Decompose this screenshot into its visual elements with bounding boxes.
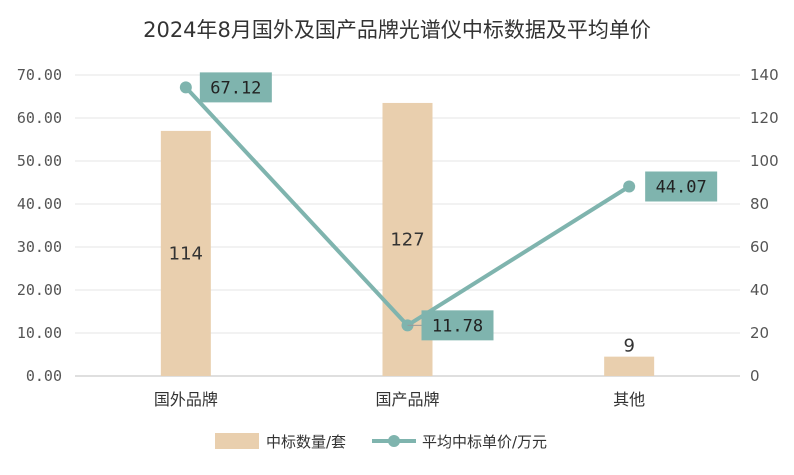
right-axis-tick-label: 120	[750, 109, 779, 127]
x-axis-category-label: 国外品牌	[154, 390, 218, 409]
legend-line-marker	[388, 435, 400, 447]
right-axis-tick-label: 140	[750, 66, 779, 84]
left-axis-tick-label: 10.00	[17, 324, 62, 342]
line-label-box	[645, 171, 718, 202]
right-axis-tick-label: 100	[750, 152, 779, 170]
legend-line-label: 平均中标单价/万元	[422, 433, 547, 451]
line-data-label: 67.12	[210, 78, 261, 98]
x-axis-category-label: 其他	[613, 390, 645, 409]
x-axis-category-label: 国产品牌	[375, 390, 439, 409]
bar	[604, 356, 655, 376]
right-axis-tick-label: 60	[750, 238, 769, 256]
left-axis-tick-label: 30.00	[17, 238, 62, 256]
line-data-label: 44.07	[656, 177, 707, 197]
bar	[160, 130, 211, 376]
right-axis-tick-label: 40	[750, 281, 769, 299]
bar-data-label: 9	[623, 336, 634, 357]
right-axis-tick-label: 20	[750, 324, 769, 342]
line-label-box	[199, 72, 272, 103]
bar-data-label: 127	[390, 229, 424, 250]
left-axis-tick-label: 70.00	[17, 66, 62, 84]
left-axis-tick-label: 60.00	[17, 109, 62, 127]
right-axis-tick-label: 80	[750, 195, 769, 213]
left-axis-tick-label: 40.00	[17, 195, 62, 213]
line-point	[179, 81, 192, 94]
legend-bar-label: 中标数量/套	[266, 433, 346, 451]
chart-title: 2024年8月国外及国产品牌光谱仪中标数据及平均单价	[143, 18, 651, 42]
bar-data-label: 114	[169, 243, 203, 264]
line-label-box	[421, 310, 494, 341]
left-axis-tick-label: 20.00	[17, 281, 62, 299]
left-axis-tick-label: 0.00	[26, 367, 62, 385]
left-axis-tick-label: 50.00	[17, 152, 62, 170]
legend-bar-swatch	[215, 433, 259, 449]
right-axis-tick-label: 0	[750, 367, 760, 385]
line-point	[623, 180, 636, 193]
line-data-label: 11.78	[432, 316, 483, 336]
